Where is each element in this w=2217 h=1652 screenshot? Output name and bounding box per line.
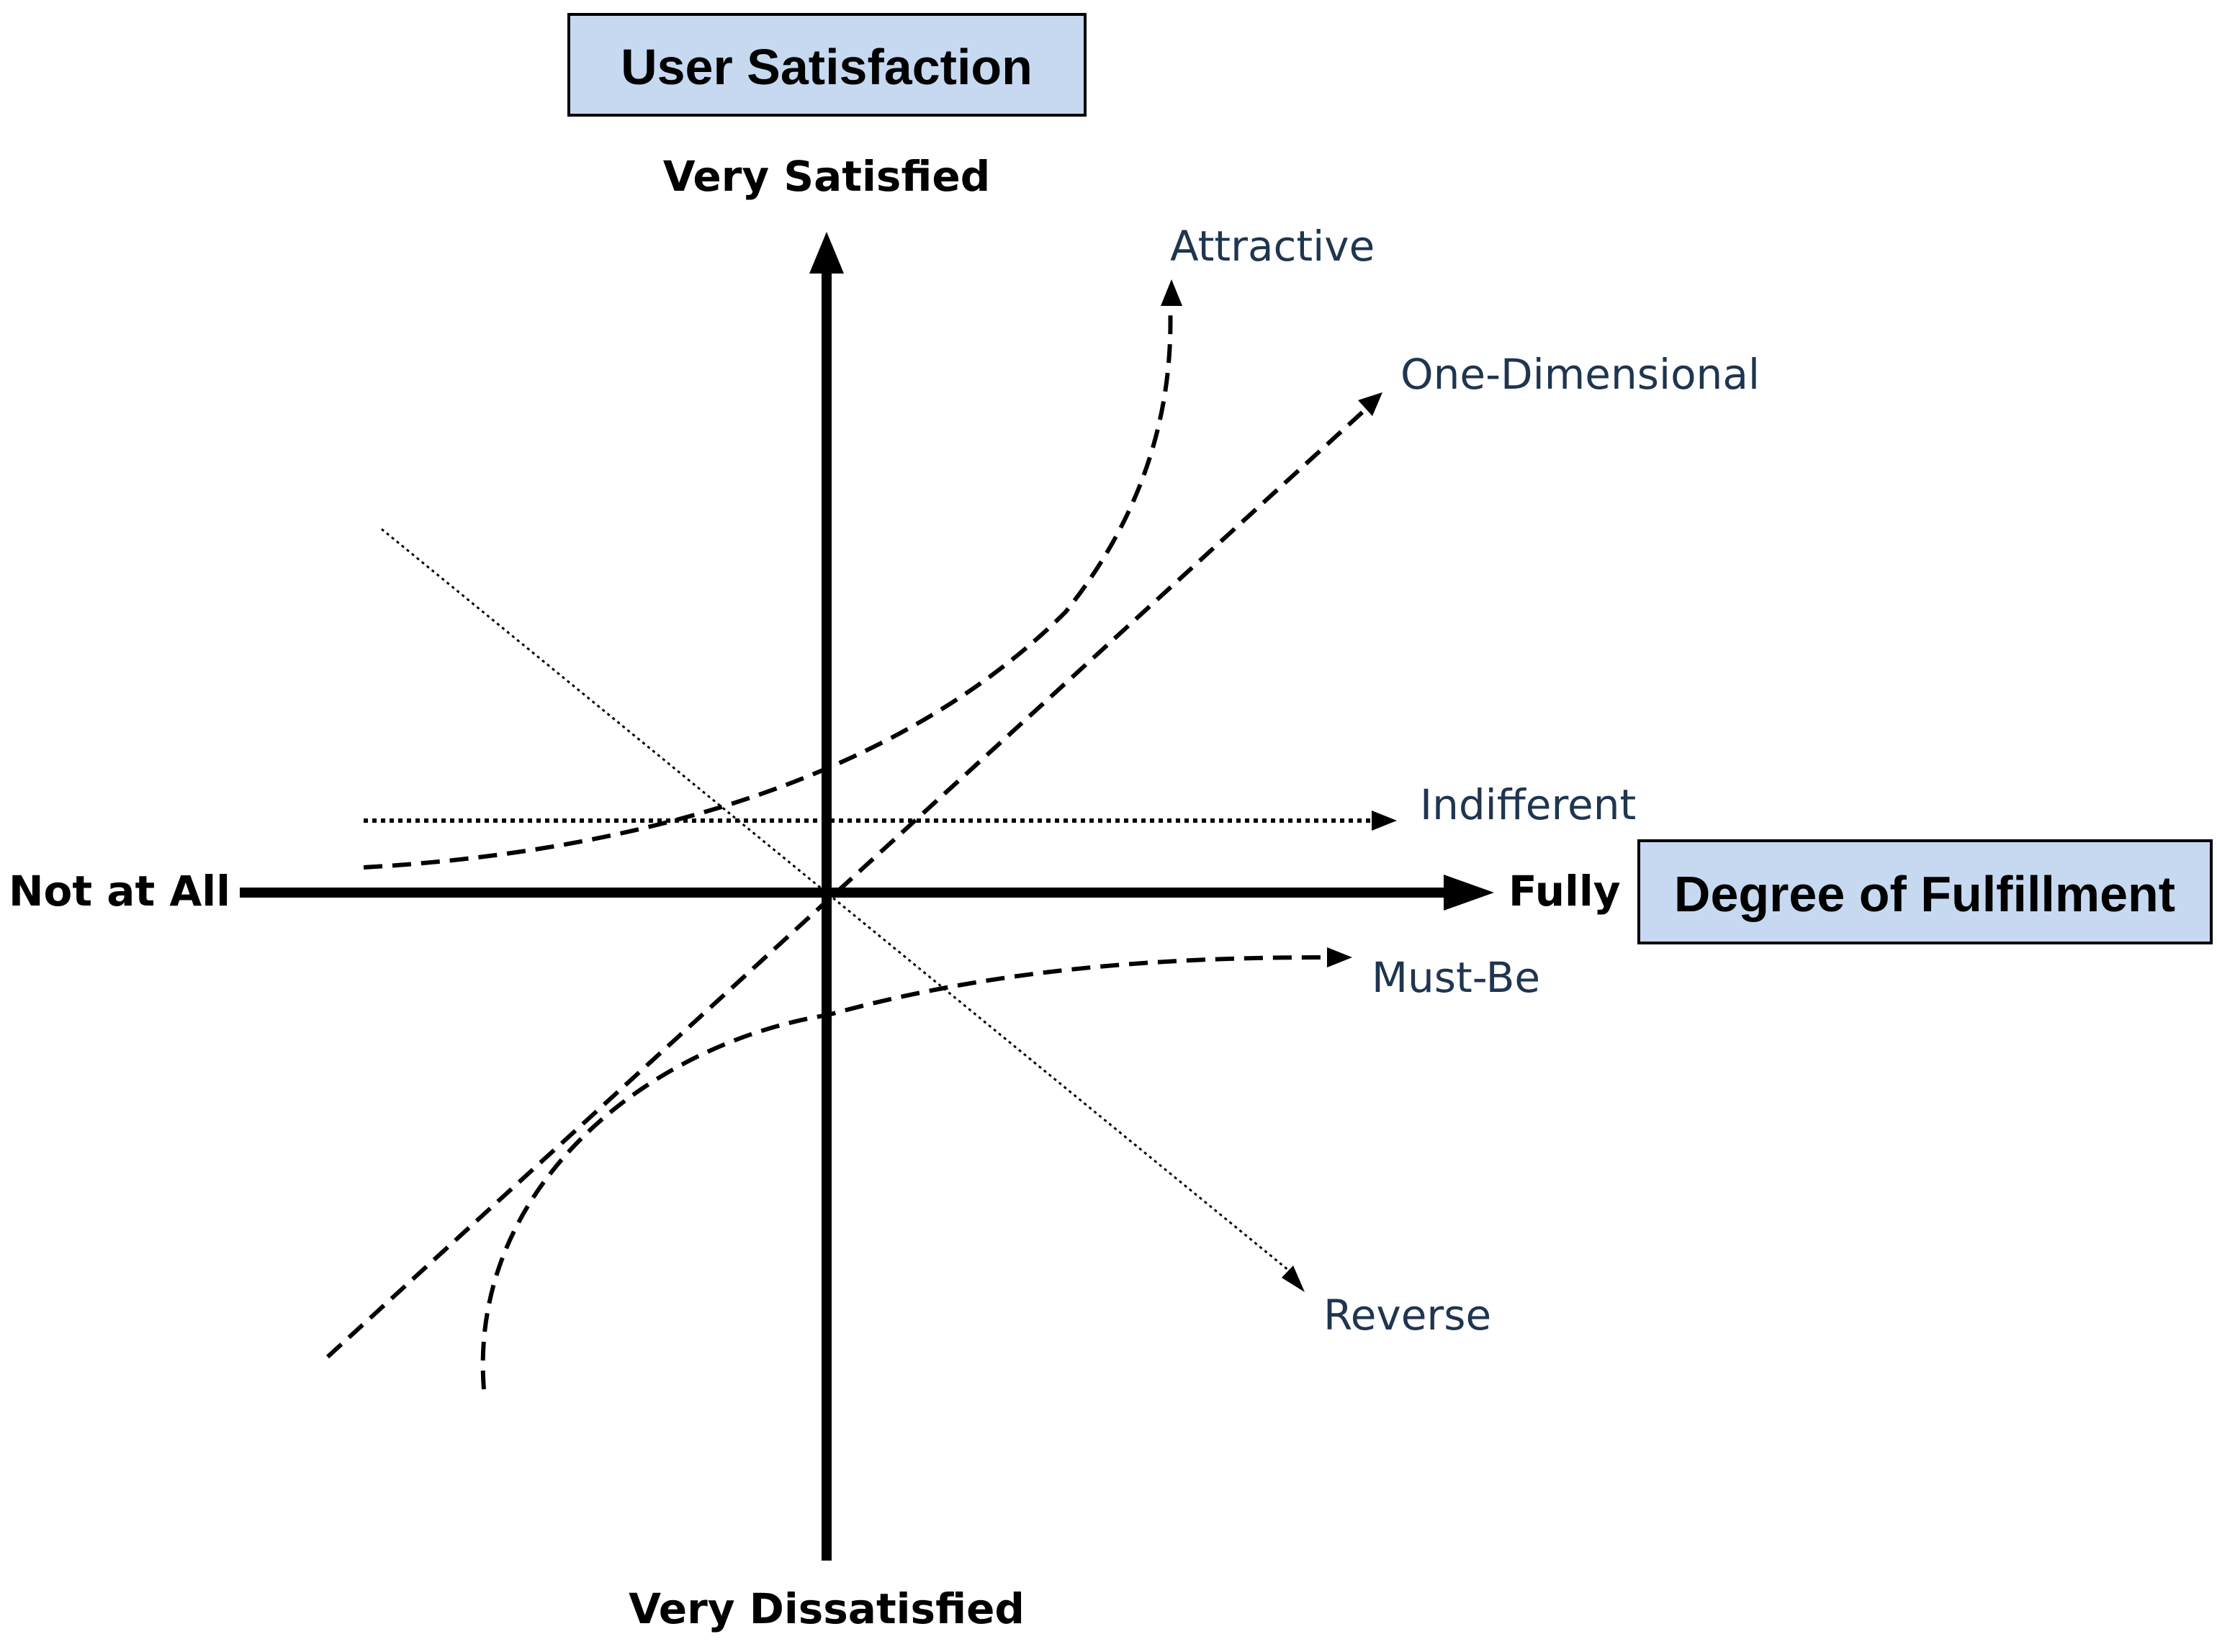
curve-label-reverse: Reverse [1323, 1291, 1491, 1340]
user-satisfaction-box: User Satisfaction [567, 13, 1087, 117]
curve-label-must-be: Must-Be [1372, 953, 1540, 1002]
axis-label-fully: Fully [1508, 867, 1621, 916]
axis-label-not-at-all: Not at All [9, 867, 230, 916]
reverse-arrowhead [1282, 1265, 1305, 1292]
curve-label-indifferent: Indifferent [1420, 780, 1636, 829]
x-axis-arrowhead [1444, 875, 1494, 911]
one-dimensional-line [325, 408, 1367, 1359]
reverse-line [381, 528, 1290, 1272]
attractive-arrowhead [1161, 279, 1182, 306]
degree-of-fulfillment-label: Degree of Fulfillment [1674, 866, 2175, 922]
must-be-arrowhead [1327, 947, 1352, 967]
axis-label-very-dissatisfied: Very Dissatisfied [629, 1584, 1025, 1633]
indifferent-arrowhead [1372, 811, 1397, 831]
attractive-curve [363, 302, 1173, 870]
one-dimensional-arrowhead [1358, 392, 1382, 416]
degree-of-fulfillment-box: Degree of Fulfillment [1637, 839, 2213, 944]
curve-label-attractive: Attractive [1170, 222, 1375, 271]
y-axis-arrowhead [809, 232, 844, 274]
axis-label-very-satisfied: Very Satisfied [663, 152, 991, 201]
curve-label-one-dimensional: One-Dimensional [1400, 350, 1760, 399]
user-satisfaction-label: User Satisfaction [621, 39, 1033, 95]
must-be-curve [480, 955, 1326, 1390]
